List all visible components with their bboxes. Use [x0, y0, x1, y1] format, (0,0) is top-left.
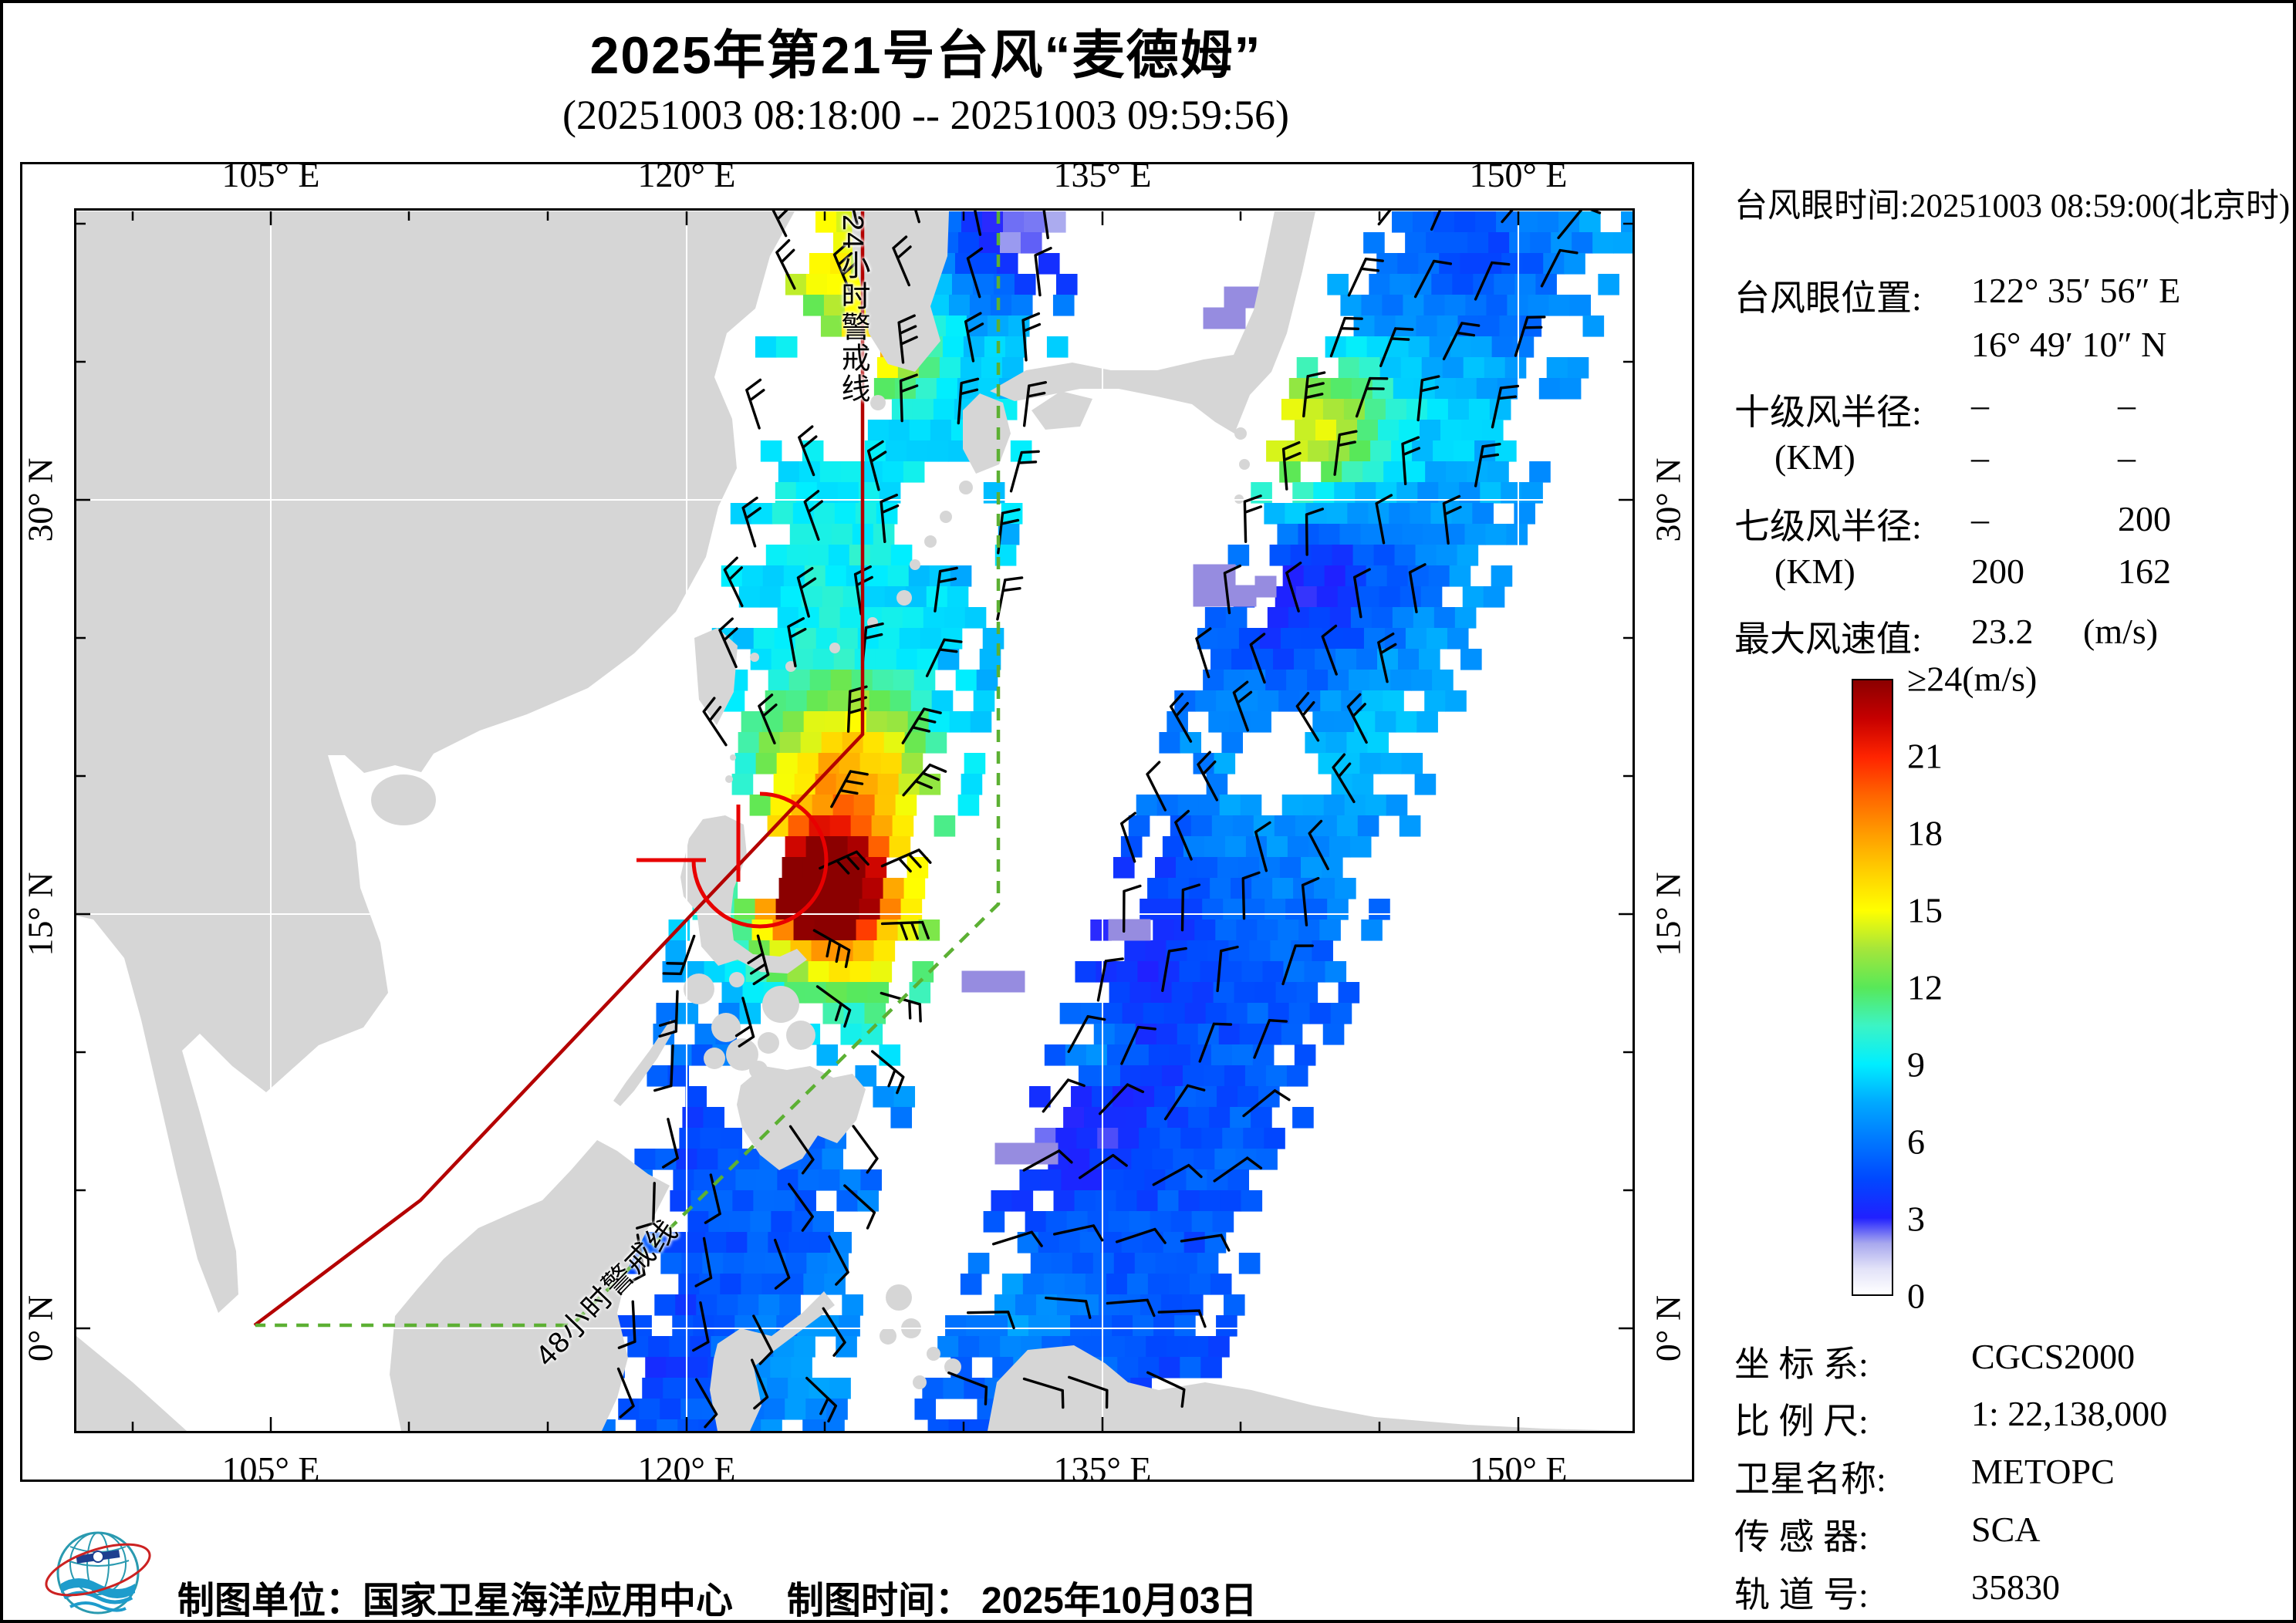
lat-label-left-2: 0° N — [20, 1294, 60, 1362]
time-label: 制图时间： — [787, 1581, 973, 1621]
observation-time-range: (20251003 08:18:00 -- 20251003 09:59:56) — [562, 92, 1289, 138]
orbit-value: 35830 — [1971, 1567, 2060, 1607]
eye-position-row: 台风眼位置: — [1734, 270, 1922, 321]
eye-time-row: 台风眼时间:20251003 08:59:00(北京时) — [1734, 179, 2290, 227]
eye-position-label: 台风眼位置: — [1734, 278, 1922, 318]
r7-se: 200 — [2118, 499, 2171, 538]
lat-label-left-0: 30° N — [20, 457, 60, 542]
lon-label-top-1: 120° E — [637, 155, 736, 194]
scale-label: 比 例 尺: — [1734, 1402, 1869, 1441]
r10-nw: – — [2118, 437, 2136, 477]
r10-label: 十级风半径: — [1734, 393, 1922, 432]
lon-label-top-2: 135° E — [1053, 155, 1152, 194]
mapping-org-row: 制图单位：国家卫星海洋应用中心 — [177, 1570, 733, 1623]
page-title: 2025年第21号台风“麦德姆” — [589, 26, 1262, 85]
coord-value: CGCS2000 — [1971, 1337, 2136, 1376]
r10-se: – — [2118, 385, 2136, 424]
coord-label: 坐 标 系: — [1734, 1345, 1869, 1384]
wind-field-map — [76, 211, 1633, 1431]
lat-label-right-0: 30° N — [1648, 457, 1688, 542]
colorbar-label-4: 12 — [1907, 967, 1943, 1007]
sensor-value: SCA — [1971, 1510, 2041, 1549]
colorbar-label-6: 6 — [1907, 1122, 1925, 1162]
colorbar-label-7: 3 — [1907, 1199, 1925, 1239]
r7-unit: (KM) — [1774, 552, 1855, 591]
r7-ne: – — [1971, 499, 1989, 538]
eye-time-label: 台风眼时间: — [1734, 188, 1909, 224]
colorbar-label-3: 15 — [1907, 890, 1943, 930]
lat-label-right-2: 0° N — [1648, 1294, 1688, 1362]
axis-ticks — [76, 211, 1633, 1431]
r10-sw: – — [1971, 437, 1989, 477]
warning-line-24h — [253, 211, 865, 1327]
scale-value: 1: 22,138,000 — [1971, 1394, 2168, 1433]
r7-label: 七级风半径: — [1734, 507, 1922, 546]
org-label: 制图单位： — [177, 1581, 363, 1621]
r10-unit: (KM) — [1774, 437, 1855, 477]
lon-label-bottom-0: 105° E — [221, 1449, 320, 1489]
wind-speed-cells — [594, 211, 1633, 1431]
lon-label-bottom-2: 135° E — [1053, 1449, 1152, 1489]
colorbar-label-5: 9 — [1907, 1044, 1925, 1085]
org-value: 国家卫星海洋应用中心 — [363, 1581, 734, 1621]
vmax-value: 23.2 — [1971, 612, 2034, 651]
colorbar-label-8: 0 — [1907, 1276, 1925, 1316]
vmax-unit: (m/s) — [2083, 612, 2159, 651]
map-outer-frame — [20, 162, 1694, 1482]
warning-line-48h — [255, 211, 1001, 1328]
footer: 制图单位：国家卫星海洋应用中心 制图时间： 2025年10月03日 — [0, 1531, 2296, 1623]
lon-label-bottom-3: 150° E — [1469, 1449, 1568, 1489]
colorbar-label-0: ≥24(m/s) — [1907, 659, 2038, 699]
satellite-label: 卫星名称: — [1734, 1459, 1886, 1499]
vmax-label: 最大风速值: — [1734, 619, 1922, 659]
orbit-label: 轨 道 号: — [1734, 1575, 1869, 1615]
lat-label-right-1: 15° N — [1648, 872, 1688, 957]
lon-label-top-3: 150° E — [1469, 155, 1568, 194]
typhoon-symbol — [636, 791, 829, 929]
r10-ne: – — [1971, 385, 1989, 424]
land-masses — [76, 211, 1633, 1431]
wind-speed-colorbar — [1852, 679, 1893, 1296]
eye-latitude: 16° 49′ 10″ N — [1971, 325, 2167, 364]
wind-barbs — [616, 211, 1602, 1429]
eye-time-value: 20251003 08:59:00(北京时) — [1909, 188, 2291, 224]
lon-label-top-0: 105° E — [221, 155, 320, 194]
warning-line-24h-label: 24小时警戒线 — [836, 214, 869, 405]
r7-sw: 200 — [1971, 552, 2024, 591]
lon-label-bottom-1: 120° E — [637, 1449, 736, 1489]
time-value: 2025年10月03日 — [981, 1581, 1258, 1621]
eye-longitude: 122° 35′ 56″ E — [1971, 271, 2181, 310]
sensor-label: 传 感 器: — [1734, 1517, 1869, 1557]
satellite-value: METOPC — [1971, 1452, 2115, 1491]
mapping-time-row: 制图时间： 2025年10月03日 — [787, 1570, 1258, 1623]
nsoas-logo — [45, 1531, 151, 1615]
colorbar-label-1: 21 — [1907, 736, 1943, 776]
colorbar-label-2: 18 — [1907, 813, 1943, 853]
r7-nw: 162 — [2118, 552, 2171, 591]
lat-label-left-1: 15° N — [20, 872, 60, 957]
graticule — [76, 211, 1633, 1431]
